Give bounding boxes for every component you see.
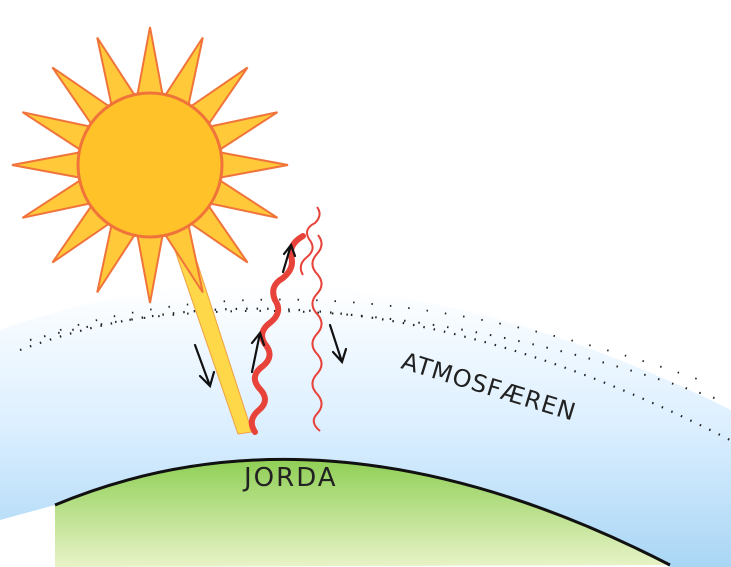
page: ATMOSFÆREN JORDA (() => { const data = J… (0, 0, 731, 567)
sun (12, 27, 288, 303)
escaping-radiation (301, 207, 320, 275)
earth-label: JORDA (242, 463, 338, 493)
illustration: ATMOSFÆREN JORDA (0, 0, 731, 567)
